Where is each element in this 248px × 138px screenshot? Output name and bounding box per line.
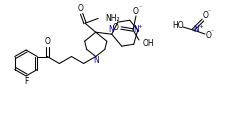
Text: O: O [44, 37, 50, 46]
Text: O: O [203, 11, 209, 21]
Text: ⁻: ⁻ [210, 30, 214, 35]
Text: N: N [93, 56, 99, 65]
Text: F: F [24, 76, 28, 86]
Text: N: N [193, 26, 199, 34]
Text: O: O [206, 31, 212, 40]
Text: O: O [78, 4, 84, 13]
Text: OH: OH [143, 39, 155, 48]
Text: NH₂: NH₂ [105, 14, 120, 23]
Text: ⁻: ⁻ [138, 6, 142, 11]
Text: ⁻: ⁻ [207, 10, 211, 15]
Text: +: + [199, 25, 203, 30]
Text: N: N [108, 25, 114, 34]
Text: O: O [113, 23, 119, 33]
Text: N: N [133, 26, 139, 34]
Text: +: + [138, 25, 142, 30]
Text: HO: HO [172, 21, 184, 30]
Text: O: O [133, 7, 139, 17]
